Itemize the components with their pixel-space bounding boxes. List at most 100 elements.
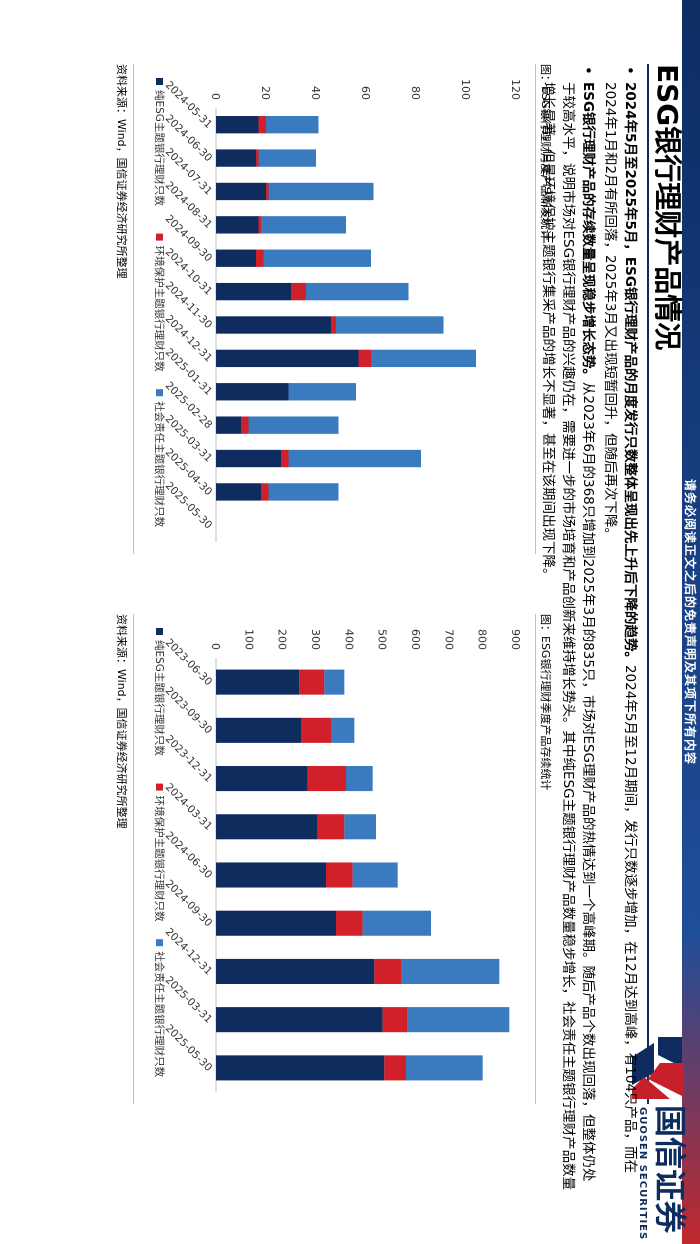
legend-label: 社会责任主题银行理财只数 (153, 951, 166, 1077)
y-tick-label: 200 (276, 629, 289, 650)
y-tick-label: 400 (342, 629, 355, 650)
x-tick-label: 2023-06-30 (163, 637, 215, 689)
y-tick-label: 700 (442, 629, 455, 650)
bar-segment (288, 383, 356, 401)
chart-divider (535, 64, 536, 554)
bar-segment (216, 910, 336, 936)
bar-segment (266, 116, 319, 134)
monthly-issuance-chart-panel: 图：ESG银行理财月度产品新发统计 0 20 40 60 80 100 120 2024-05… (100, 64, 554, 554)
x-tick-label: 2024-03-31 (163, 781, 215, 833)
bar-segment (307, 766, 346, 792)
bar-segment (216, 449, 281, 468)
bar-segment (330, 717, 355, 743)
bar-segment (299, 669, 325, 695)
x-tick-label: 2025-05-30 (163, 1022, 215, 1074)
bar-segment (216, 766, 308, 792)
bar-segment (407, 1007, 510, 1033)
bar-segment (216, 1007, 383, 1033)
bar-segment (216, 116, 259, 134)
bar-segment (344, 814, 376, 840)
legend-swatch (156, 389, 163, 397)
chart-source: 资料来源：Wind，国信证券经济研究所整理 (115, 64, 128, 279)
bullet-1-lead: 2024年5月至2025年5月，ESG银行理财产品的月度发行只数整体呈现出先上升… (622, 82, 638, 665)
bar-segment (336, 316, 444, 334)
bar-segment (261, 216, 346, 234)
bar-segment (248, 416, 339, 434)
bar-segment (358, 349, 371, 368)
source-divider (133, 64, 134, 554)
x-tick-label: 2024-06-30 (163, 829, 215, 881)
bar-segment (291, 282, 306, 301)
legend-swatch (156, 628, 163, 635)
y-tick-label: 900 (509, 629, 522, 650)
bar-segment (216, 182, 266, 201)
bar-segment (263, 249, 371, 267)
legend-label: 环境保护主题银行理财只数 (153, 246, 166, 372)
legend-label: 纯ESG主题银行理财只数 (153, 640, 166, 756)
bar-segment (301, 717, 331, 743)
bar-segment (346, 766, 373, 792)
legend-swatch (156, 783, 163, 791)
bar-segment (266, 182, 269, 201)
bar-segment (331, 316, 336, 334)
monthly-issuance-chart: 0 20 40 60 80 100 1202024-05-312024-06-302024-… (153, 78, 522, 542)
logo-text-cn: 国信证券 (651, 1105, 689, 1234)
legend-label: 环境保护主题银行理财只数 (153, 796, 166, 922)
bar-segment (384, 1055, 406, 1081)
y-tick-label: 20 (259, 86, 272, 100)
y-tick-label: 0 (209, 643, 222, 650)
bar-segment (258, 149, 316, 167)
x-tick-label: 2024-12-31 (163, 926, 215, 978)
bar-segment (281, 449, 289, 468)
legend-swatch (156, 939, 163, 947)
bar-segment (371, 349, 476, 368)
chart-source: 资料来源：Wind，国信证券经济研究所整理 (115, 614, 128, 829)
bar-segment (336, 910, 363, 936)
chart-divider (535, 614, 536, 1104)
bar-segment (288, 449, 421, 468)
y-tick-label: 80 (409, 86, 422, 100)
bar-segment (256, 249, 264, 267)
bar-segment (216, 149, 256, 167)
x-tick-label: 2024-09-30 (163, 878, 215, 930)
bar-segment (406, 1055, 483, 1081)
bar-segment (216, 958, 375, 984)
bar-segment (306, 282, 409, 301)
source-divider (133, 614, 134, 1104)
bar-segment (326, 862, 353, 888)
legend-label: 社会责任主题银行理财只数 (153, 401, 166, 527)
bar-segment (268, 182, 374, 201)
y-tick-label: 40 (309, 86, 322, 100)
bar-segment (258, 116, 266, 134)
quarterly-outstanding-chart-panel: 图：ESG银行理财季度产品存续统计 0 100 200 300 400 500 600 700… (100, 614, 554, 1104)
bar-segment (241, 416, 249, 434)
y-tick-label: 120 (509, 79, 522, 100)
y-tick-label: 300 (309, 629, 322, 650)
bar-segment (216, 416, 241, 434)
bar-segment (216, 862, 326, 888)
legend-label: 纯ESG主题银行理财只数 (153, 90, 166, 206)
y-tick-label: 100 (459, 79, 472, 100)
x-tick-label: 2023-12-31 (163, 733, 215, 785)
y-tick-label: 100 (242, 629, 255, 650)
bullet-item-1: 2024年5月至2025年5月，ESG银行理财产品的月度发行只数整体呈现出先上升… (600, 64, 640, 1194)
bar-segment (382, 1007, 408, 1033)
bar-segment (216, 383, 289, 401)
bar-segment (362, 910, 431, 936)
bar-segment (216, 1055, 385, 1081)
x-tick-label: 2025-03-31 (163, 974, 215, 1026)
bar-segment (215, 669, 300, 695)
bar-segment (216, 282, 291, 301)
legend-swatch (156, 233, 163, 241)
y-tick-label: 60 (359, 86, 372, 100)
bar-segment (268, 483, 339, 501)
y-tick-label: 800 (476, 629, 489, 650)
bar-segment (400, 958, 500, 984)
bullet-2-lead: ESG银行理财产品的存续数量呈现稳步增长态势。 (580, 82, 596, 383)
bar-segment (216, 316, 331, 334)
bar-segment (256, 149, 259, 167)
y-tick-label: 600 (409, 629, 422, 650)
bar-segment (216, 483, 261, 501)
bar-segment (324, 669, 345, 695)
